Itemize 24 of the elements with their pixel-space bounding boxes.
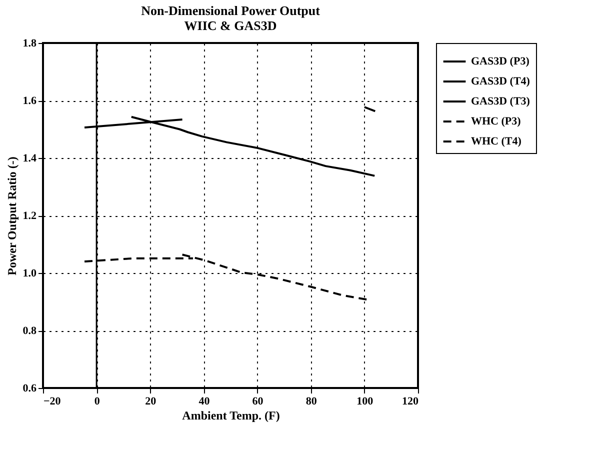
x-tick-label: 60: [252, 396, 264, 408]
y-tick-label: 1.4: [22, 152, 37, 164]
x-tick-label: 20: [145, 396, 157, 408]
y-tick-label: 0.8: [22, 325, 37, 337]
chart-title: Non-Dimensional Power Output: [141, 3, 321, 18]
legend-label: GAS3D (T4): [471, 76, 530, 88]
x-tick-label: 120: [402, 396, 419, 408]
legend-label: GAS3D (T3): [471, 96, 530, 108]
y-tick-label: 0.6: [22, 382, 37, 394]
y-axis-title: Power Output Ratio (-): [4, 156, 19, 276]
y-tick-label: 1.2: [22, 210, 37, 222]
legend-label: WHC (T4): [471, 136, 522, 148]
x-tick-label: 80: [306, 396, 318, 408]
chart-subtitle: WIIC & GAS3D: [184, 18, 277, 33]
x-tick-label: 100: [356, 396, 374, 408]
legend-label: GAS3D (P3): [471, 56, 530, 68]
x-axis-title: Ambient Temp. (F): [182, 408, 280, 422]
x-tick-label: 0: [94, 396, 100, 408]
x-tick-label: 40: [198, 396, 210, 408]
x-tick-label: −20: [44, 396, 62, 408]
y-tick-label: 1.6: [22, 95, 37, 107]
legend-label: WHC (P3): [471, 116, 522, 128]
y-tick-label: 1.0: [22, 268, 37, 280]
y-tick-label: 1.8: [22, 38, 37, 50]
